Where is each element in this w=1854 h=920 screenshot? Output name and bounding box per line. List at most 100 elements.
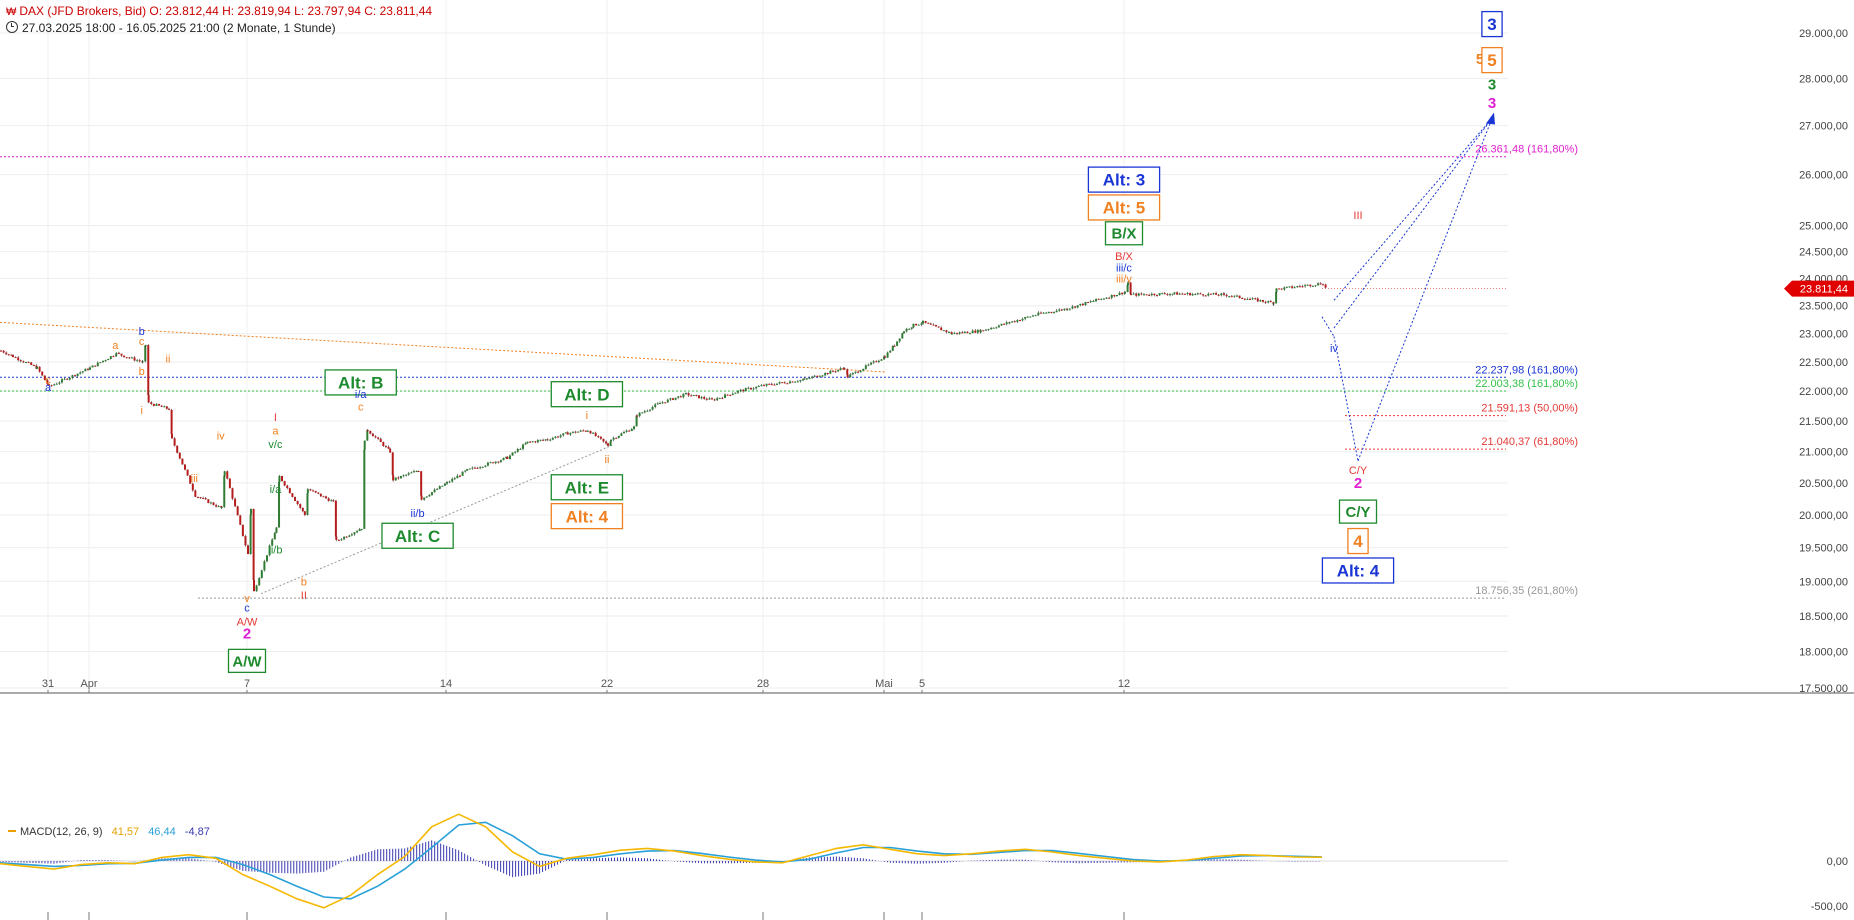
candle-body — [620, 433, 623, 436]
candle-body — [466, 469, 469, 471]
candle-body — [857, 371, 860, 373]
wave-label: A/W — [237, 617, 258, 629]
candle-body — [901, 333, 904, 339]
candle-body — [1285, 286, 1288, 288]
candle-body — [846, 374, 849, 378]
candle-body — [789, 381, 791, 384]
candle-body — [258, 577, 261, 586]
level-label: 21.591,13 (50,00%) — [1481, 403, 1578, 415]
wave-label-box: 5 — [1481, 46, 1503, 74]
candle-body — [1148, 294, 1151, 296]
candle-body — [837, 369, 840, 372]
candle-body — [1238, 295, 1241, 298]
candle-body — [654, 404, 657, 407]
candle-body — [1026, 316, 1029, 318]
candle-body — [53, 384, 56, 386]
candle-body — [770, 383, 773, 385]
candle-body — [849, 374, 852, 378]
candle-body — [464, 470, 467, 472]
candle-body — [1055, 310, 1058, 313]
candle-body — [1121, 292, 1124, 295]
candle-body — [1183, 293, 1186, 295]
candle-body — [628, 430, 631, 432]
wave-label: A/W — [232, 653, 262, 670]
candle-body — [441, 485, 444, 487]
candle-body — [453, 478, 456, 480]
candle-body — [81, 371, 84, 373]
candle-body — [529, 441, 532, 443]
candle-body — [574, 431, 577, 433]
candle-body — [698, 395, 700, 399]
candle-body — [1076, 305, 1079, 308]
candle-body — [1212, 293, 1215, 295]
candle-body — [602, 438, 605, 442]
wave-label: ii — [605, 454, 610, 466]
candle-body — [905, 328, 908, 332]
y-tick-label: 21.500,00 — [1799, 416, 1848, 428]
candle-body — [189, 475, 192, 484]
candle-body — [744, 388, 747, 392]
macd-y-label: 0,00 — [1827, 856, 1848, 868]
y-tick-label: 29.000,00 — [1799, 28, 1848, 40]
candle-body — [1228, 296, 1231, 298]
candle-body — [549, 439, 552, 441]
candle-body — [597, 436, 600, 438]
candle-body — [516, 449, 519, 452]
y-tick-label: 24.500,00 — [1799, 247, 1848, 259]
candle-body — [278, 475, 281, 482]
candle-body — [281, 475, 284, 482]
candle-body — [880, 359, 883, 361]
candle-body — [979, 330, 982, 333]
wave-label-box: Alt: C — [381, 522, 454, 549]
candle-body — [43, 375, 46, 381]
candle-body — [908, 328, 911, 330]
wave-label-box: Alt: D — [550, 381, 624, 408]
x-axis: 31 Apr 7 14 22 28 Mai 5 12 — [42, 678, 1130, 920]
wave-label-box: C/Y — [1338, 499, 1378, 524]
wave-label: C/Y — [1345, 504, 1370, 521]
wave-label: c — [45, 375, 51, 387]
candle-body — [582, 430, 585, 432]
candle-body — [1018, 320, 1021, 322]
candle-body — [30, 362, 33, 365]
candle-body — [1191, 294, 1194, 296]
candle-body — [1000, 323, 1003, 326]
candle-body — [889, 350, 892, 353]
candle-body — [291, 493, 294, 497]
candle-body — [1173, 292, 1176, 294]
candle-body — [379, 438, 382, 443]
candle-body — [1225, 294, 1228, 297]
wave-label: a — [112, 340, 119, 352]
candle-body — [1254, 298, 1257, 300]
candle-body — [1092, 301, 1095, 303]
candle-body — [1108, 297, 1111, 299]
candle-body — [168, 408, 170, 410]
clock-icon — [6, 21, 18, 33]
level-label: 22.237,98 (161,80%) — [1475, 364, 1578, 376]
wave-label: C/Y — [1349, 465, 1368, 477]
candle-body — [974, 330, 977, 333]
x-tick-label: 22 — [601, 678, 613, 690]
candle-body — [1130, 294, 1132, 296]
candle-body — [12, 355, 14, 358]
candles — [0, 281, 1327, 592]
candle-body — [303, 511, 306, 515]
candle-body — [112, 356, 115, 358]
candle-body — [226, 471, 229, 479]
wave-label: 3 — [1488, 95, 1496, 112]
candle-body — [1161, 293, 1164, 295]
y-tick-label: 19.500,00 — [1799, 543, 1848, 555]
candle-body — [68, 377, 71, 380]
candle-body — [123, 355, 126, 358]
candle-body — [309, 489, 312, 491]
wave-label: Alt: C — [395, 527, 440, 546]
candle-body — [1071, 306, 1074, 309]
candle-body — [382, 442, 385, 447]
candle-body — [1194, 293, 1197, 295]
x-tick-label: 31 — [42, 678, 54, 690]
candle-body — [353, 532, 356, 535]
candle-body — [1118, 292, 1121, 295]
level-label: 22.003,38 (161,80%) — [1475, 378, 1578, 390]
candle-body — [531, 441, 534, 443]
